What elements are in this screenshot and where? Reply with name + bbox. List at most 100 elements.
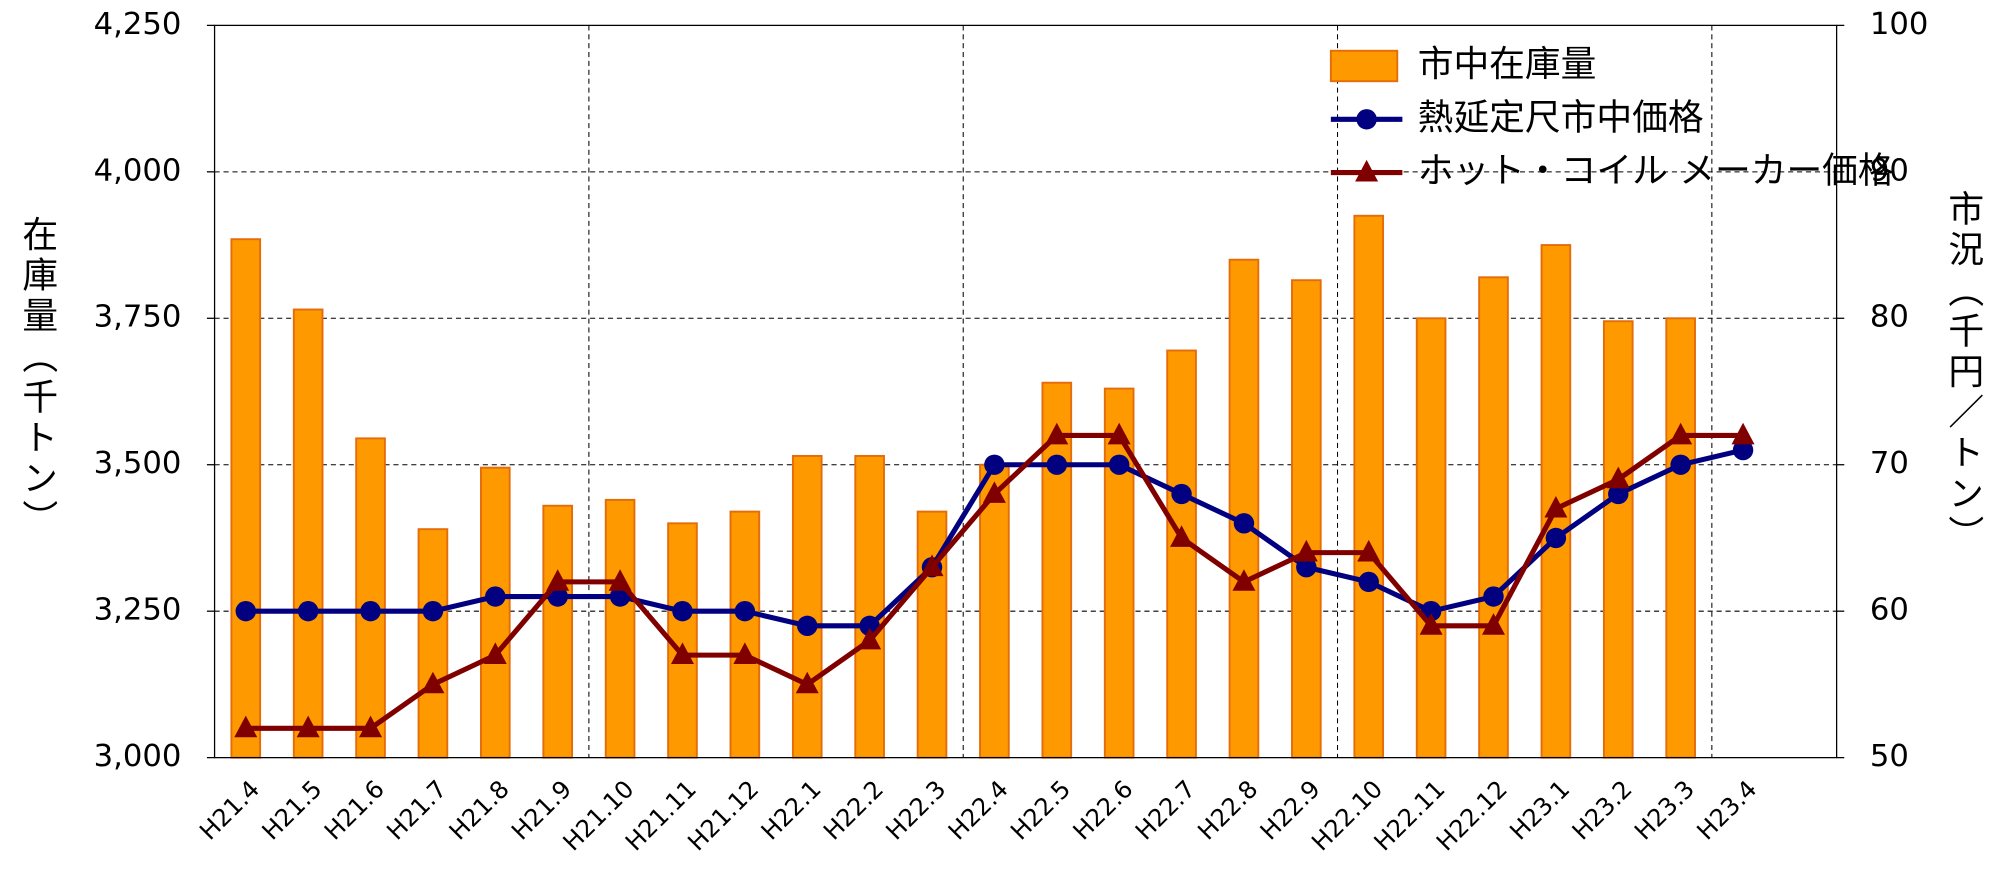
y2-tick-label: 50 bbox=[1870, 739, 1909, 774]
x-tick-label: H21.8 bbox=[444, 775, 515, 845]
marker bbox=[1171, 483, 1192, 505]
marker bbox=[1545, 527, 1567, 549]
x-tick-label: H23.3 bbox=[1629, 775, 1700, 845]
legend-marker bbox=[1356, 109, 1377, 130]
y2-axis-label: 市況（千円／トン） bbox=[1943, 190, 1984, 555]
x-tick-label: H21.6 bbox=[319, 775, 390, 845]
marker bbox=[1358, 571, 1379, 593]
x-tick-label: H21.5 bbox=[257, 775, 328, 845]
bar bbox=[854, 454, 885, 759]
marker bbox=[296, 715, 320, 738]
marker bbox=[1170, 525, 1194, 547]
bar bbox=[791, 454, 823, 759]
marker bbox=[608, 569, 632, 591]
marker bbox=[1669, 422, 1693, 445]
y-tick-label: 3,000 bbox=[94, 739, 182, 774]
marker bbox=[795, 671, 819, 694]
marker bbox=[234, 715, 258, 738]
x-tick-label: H23.2 bbox=[1567, 775, 1638, 845]
marker bbox=[1296, 557, 1317, 578]
x-tick-label: H22.5 bbox=[1005, 775, 1076, 845]
marker bbox=[360, 601, 381, 622]
x-tick-label: H22.7 bbox=[1130, 775, 1201, 845]
marker bbox=[1606, 466, 1630, 489]
bar bbox=[729, 510, 761, 759]
x-tick-label: H22.2 bbox=[818, 775, 889, 845]
marker bbox=[733, 642, 757, 664]
bar bbox=[1353, 214, 1385, 759]
marker bbox=[1232, 569, 1256, 591]
plot-border bbox=[213, 24, 1838, 759]
marker bbox=[672, 601, 693, 622]
legend-marker bbox=[1355, 159, 1379, 182]
y2-tick-label: 80 bbox=[1870, 300, 1909, 335]
bar bbox=[1291, 279, 1322, 759]
marker bbox=[858, 627, 882, 650]
marker bbox=[1107, 422, 1131, 445]
marker bbox=[670, 642, 694, 664]
marker bbox=[1483, 586, 1504, 607]
marker bbox=[1732, 439, 1754, 461]
marker bbox=[1670, 454, 1691, 475]
x-tick-label: H22.1 bbox=[756, 775, 827, 845]
x-tick-label: H23.4 bbox=[1692, 775, 1763, 845]
marker bbox=[422, 601, 444, 622]
marker bbox=[1108, 454, 1130, 475]
marker bbox=[1482, 613, 1505, 635]
marker bbox=[1046, 454, 1068, 475]
x-tick-label: H22.4 bbox=[943, 775, 1014, 845]
y2-tick-label: 100 bbox=[1870, 7, 1928, 42]
y-axis-label: 在庫量（千トン） bbox=[17, 216, 58, 541]
bar bbox=[417, 528, 449, 759]
marker bbox=[485, 586, 506, 607]
marker bbox=[1544, 495, 1568, 518]
bar bbox=[1228, 258, 1260, 759]
y-tick-label: 4,000 bbox=[94, 153, 182, 188]
marker bbox=[1045, 422, 1069, 445]
x-tick-label: H22.3 bbox=[881, 775, 952, 845]
marker bbox=[982, 481, 1006, 503]
bar bbox=[480, 466, 511, 759]
x-tick-label: H21.7 bbox=[381, 775, 452, 845]
bar bbox=[1478, 276, 1509, 759]
x-tick-label: H22.6 bbox=[1068, 775, 1139, 845]
marker bbox=[483, 642, 507, 664]
marker bbox=[421, 671, 445, 694]
bar bbox=[979, 463, 1010, 759]
bar bbox=[292, 308, 324, 759]
y-tick-label: 3,250 bbox=[94, 593, 182, 628]
x-tick-label: H21.4 bbox=[194, 775, 265, 845]
bar bbox=[604, 498, 636, 759]
legend-label: 熱延定尺市中価格 bbox=[1418, 97, 1704, 138]
x-tick-label: H22.12 bbox=[1431, 775, 1513, 856]
bar bbox=[1166, 349, 1197, 759]
marker bbox=[359, 715, 383, 738]
y-tick-label: 3,750 bbox=[94, 300, 182, 335]
y2-tick-label: 70 bbox=[1870, 446, 1909, 481]
x-tick-label: H22.8 bbox=[1192, 775, 1263, 845]
marker bbox=[1357, 539, 1381, 562]
y2-tick-label: 60 bbox=[1870, 593, 1909, 628]
marker bbox=[1731, 422, 1755, 445]
bar bbox=[542, 504, 574, 759]
x-tick-label: H21.12 bbox=[682, 775, 764, 856]
marker bbox=[546, 569, 570, 591]
marker bbox=[734, 601, 756, 622]
y-tick-label: 4,250 bbox=[94, 7, 182, 42]
marker bbox=[1294, 539, 1318, 562]
marker bbox=[235, 601, 256, 622]
y-tick-label: 3,500 bbox=[94, 446, 182, 481]
x-tick-label: H23.1 bbox=[1504, 775, 1575, 845]
bar bbox=[1415, 317, 1447, 759]
bar bbox=[1665, 317, 1696, 759]
marker bbox=[797, 615, 818, 636]
y2-tick-label: 90 bbox=[1870, 153, 1909, 188]
bar bbox=[1602, 320, 1634, 759]
marker bbox=[1608, 483, 1629, 505]
marker bbox=[297, 601, 319, 622]
marker bbox=[920, 554, 944, 577]
marker bbox=[1419, 613, 1443, 635]
legend-label: ホット・コイル メーカー価格 bbox=[1418, 151, 1894, 192]
legend-swatch bbox=[1329, 49, 1399, 83]
